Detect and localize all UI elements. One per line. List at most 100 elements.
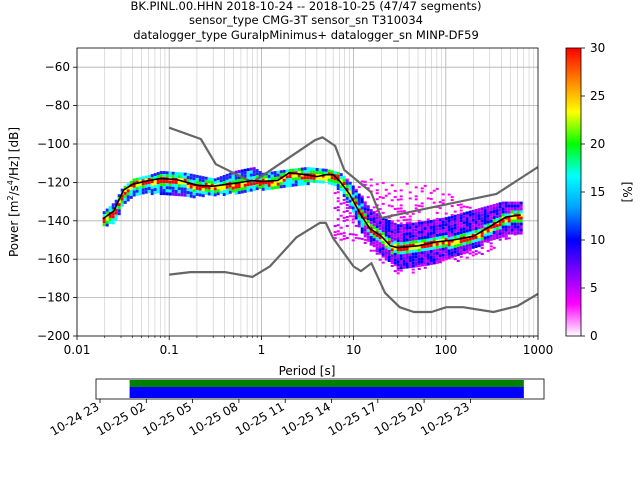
psd-cell (306, 170, 310, 174)
psd-cell (489, 234, 493, 238)
psd-cell (186, 194, 190, 198)
mode-polyline (102, 171, 521, 249)
psd-cell (495, 236, 499, 240)
psd-cell (393, 258, 397, 262)
psd-outlier-cell (480, 247, 484, 250)
psd-cell (510, 222, 514, 226)
psd-outlier-cell (387, 192, 391, 195)
psd-outlier-cell (336, 233, 340, 236)
psd-cell (432, 231, 436, 235)
psd-cell (456, 234, 460, 238)
psd-cell (504, 225, 508, 229)
psd-cell (450, 233, 454, 237)
psd-outlier-cell (429, 191, 433, 194)
psd-outlier-cell (396, 269, 400, 272)
psd-cell (138, 192, 142, 196)
psd-cell (435, 224, 439, 228)
psd-cell (375, 213, 379, 217)
psd-cell (459, 219, 463, 223)
psd-outlier-cell (393, 270, 397, 273)
psd-cell (453, 214, 457, 218)
psd-cell (435, 230, 439, 234)
psd-cell (399, 254, 403, 258)
psd-cell (396, 263, 400, 267)
psd-cell (144, 190, 148, 194)
psd-outlier-cell (366, 239, 370, 242)
psd-cell (333, 183, 337, 187)
psd-cell (288, 175, 292, 179)
psd-outlier-cell (417, 264, 421, 267)
psd-cell (363, 204, 367, 208)
colorbar-gradient (565, 47, 582, 337)
psd-outlier-cell (435, 217, 439, 220)
psd-cell (450, 248, 454, 252)
psd-cell (318, 177, 322, 181)
psd-cell (450, 218, 454, 222)
psd-outlier-cell (381, 181, 385, 184)
psd-cell (390, 248, 394, 252)
psd-cell (375, 219, 379, 223)
psd-cell (261, 184, 265, 188)
psd-cell (234, 182, 238, 186)
time-tick-label: 10-25 20 (372, 399, 426, 438)
psd-cell (345, 181, 349, 185)
psd-cell (234, 179, 238, 183)
psd-cell (183, 175, 187, 179)
psd-outlier-cell (354, 188, 358, 191)
psd-cell (474, 229, 478, 233)
title-line-2: sensor_type CMG-3T sensor_sn T310034 (189, 13, 423, 27)
psd-cell (396, 239, 400, 243)
psd-cell (420, 224, 424, 228)
psd-cell (306, 176, 310, 180)
psd-cell (108, 220, 112, 224)
psd-cell (351, 188, 355, 192)
psd-outlier-cell (459, 209, 463, 212)
psd-cell (414, 261, 418, 265)
psd-cell (471, 221, 475, 225)
psd-cell (363, 228, 367, 232)
psd-outlier-cell (369, 243, 373, 246)
psd-cell (360, 209, 364, 213)
psd-cell (372, 244, 376, 248)
psd-outlier-cell (408, 218, 412, 221)
x-tick-label: 1000 (523, 343, 554, 357)
psd-cell (300, 167, 304, 171)
psd-cell (354, 189, 358, 193)
psd-cell (432, 237, 436, 241)
psd-outlier-cell (474, 253, 478, 256)
psd-cell (117, 209, 121, 213)
psd-cell (474, 226, 478, 230)
psd-cell (462, 227, 466, 231)
psd-cell (228, 178, 232, 182)
psd-cell (462, 218, 466, 222)
psd-cell (471, 245, 475, 249)
psd-cell (477, 220, 481, 224)
psd-cell (291, 168, 295, 172)
psd-cell (102, 220, 106, 224)
psd-outlier-cell (390, 184, 394, 187)
psd-cell (312, 179, 316, 183)
psd-cell (420, 227, 424, 231)
psd-cell (462, 212, 466, 216)
psd-cell (411, 243, 415, 247)
psd-cell (180, 172, 184, 176)
psd-cell (459, 246, 463, 250)
psd-cell (402, 232, 406, 236)
psd-cell (495, 203, 499, 207)
psd-cell (282, 172, 286, 176)
psd-cell (405, 238, 409, 242)
psd-cell (393, 231, 397, 235)
psd-cell (465, 223, 469, 227)
psd-cell (360, 212, 364, 216)
psd-cell (219, 188, 223, 192)
psd-cell (249, 170, 253, 174)
psd-cell (225, 179, 229, 183)
psd-cell (432, 246, 436, 250)
psd-cell (360, 206, 364, 210)
psd-cell (480, 231, 484, 235)
psd-cell (255, 175, 259, 179)
psd-outlier-cell (333, 237, 337, 240)
psd-outlier-cell (345, 225, 349, 228)
psd-cell (426, 259, 430, 263)
psd-cell (141, 191, 145, 195)
